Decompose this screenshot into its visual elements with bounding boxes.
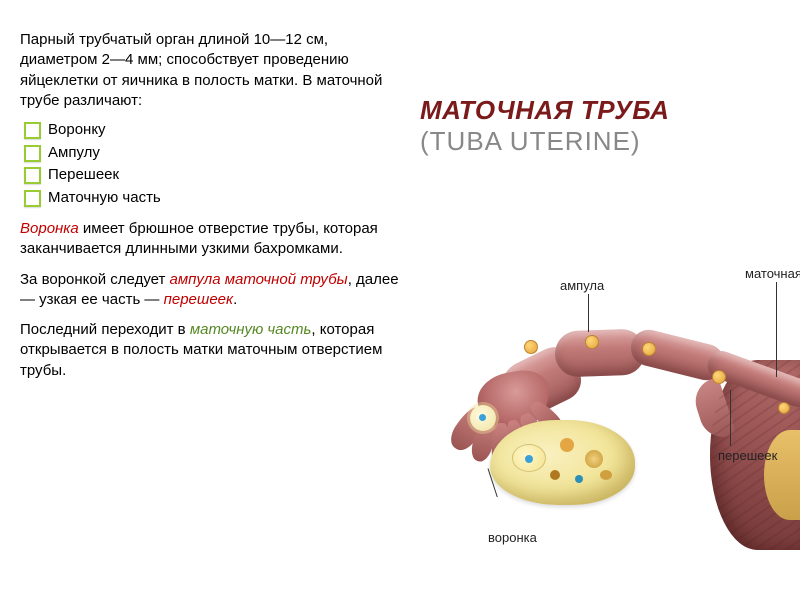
- label-isthmus: перешеек: [718, 448, 777, 463]
- follicle: [575, 475, 583, 483]
- follicle: [585, 450, 603, 468]
- list-item: Ампулу: [24, 142, 400, 165]
- label-uterine: маточная: [745, 266, 800, 281]
- list-item: Перешеек: [24, 164, 400, 187]
- follicle: [550, 470, 560, 480]
- term-isthmus: перешеек: [164, 291, 234, 308]
- term-uterinepart: маточную часть: [190, 321, 312, 338]
- paragraph-ampulla: За воронкой следует ампула маточной труб…: [20, 270, 400, 311]
- follicle: [600, 470, 612, 480]
- anatomy-diagram: ампула маточная перешеек воронка: [410, 230, 800, 550]
- ovum-dot: [642, 342, 656, 356]
- ovary-shape: [490, 420, 635, 505]
- ovum-dot: [524, 340, 538, 354]
- term-voronka: Воронка: [20, 220, 79, 237]
- follicle: [560, 438, 574, 452]
- title-main: МАТОЧНАЯ ТРУБА: [420, 95, 780, 126]
- slide-title: МАТОЧНАЯ ТРУБА (TUBA UTERINE): [420, 95, 780, 157]
- ovum-dot: [778, 402, 790, 414]
- leader-line: [776, 282, 777, 377]
- leader-line: [588, 294, 589, 332]
- text-span: За воронкой следует: [20, 271, 170, 288]
- list-item: Воронку: [24, 119, 400, 142]
- ovum-dot: [712, 370, 726, 384]
- ovum-dot: [585, 335, 599, 349]
- released-ovum: [470, 405, 496, 431]
- follicle: [512, 444, 546, 472]
- label-ampulla: ампула: [560, 278, 604, 293]
- paragraph-uterinepart: Последний переходит в маточную часть, ко…: [20, 320, 400, 381]
- text-column: Парный трубчатый орган длиной 10—12 см, …: [20, 30, 400, 391]
- title-sub: (TUBA UTERINE): [420, 126, 780, 157]
- term-ampulla: ампула маточной трубы: [170, 271, 348, 288]
- leader-line: [730, 390, 731, 446]
- text-span: .: [233, 291, 237, 308]
- intro-paragraph: Парный трубчатый орган длиной 10—12 см, …: [20, 30, 400, 111]
- parts-list: Воронку Ампулу Перешеек Маточную часть: [20, 119, 400, 209]
- text-span: Последний переходит в: [20, 321, 190, 338]
- list-item: Маточную часть: [24, 187, 400, 210]
- paragraph-funnel: Воронка имеет брюшное отверстие трубы, к…: [20, 219, 400, 260]
- label-funnel: воронка: [488, 530, 537, 545]
